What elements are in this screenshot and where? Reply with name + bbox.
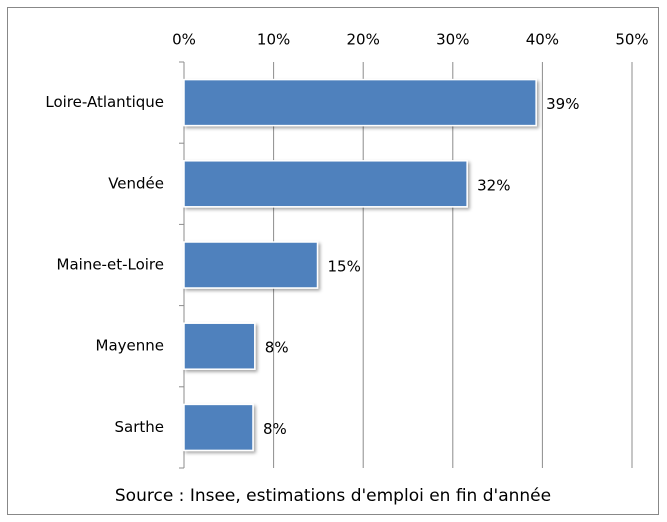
x-tick-label: 30% — [436, 31, 469, 49]
x-tick-label: 0% — [172, 31, 196, 49]
bar — [183, 78, 537, 127]
data-label: 39% — [546, 95, 579, 113]
y-tick-label: Loire-Atlantique — [45, 93, 164, 111]
y-tick-label: Maine-et-Loire — [57, 256, 164, 274]
bar — [183, 160, 468, 208]
source-note: Source : Insee, estimations d'emploi en … — [115, 486, 551, 506]
y-tick-label: Vendée — [108, 174, 164, 192]
bar — [183, 403, 254, 452]
data-label: 8% — [265, 339, 289, 357]
data-label: 32% — [477, 176, 510, 194]
x-tick-label: 20% — [347, 31, 380, 49]
x-tick-label: 50% — [615, 31, 648, 49]
bar — [183, 241, 319, 289]
data-label: 15% — [328, 258, 361, 276]
y-tick-label: Mayenne — [96, 337, 164, 355]
bar — [183, 322, 256, 370]
x-tick-label: 10% — [257, 31, 290, 49]
x-tick-label: 40% — [526, 31, 559, 49]
y-tick-label: Sarthe — [115, 418, 165, 436]
data-label: 8% — [263, 420, 287, 438]
